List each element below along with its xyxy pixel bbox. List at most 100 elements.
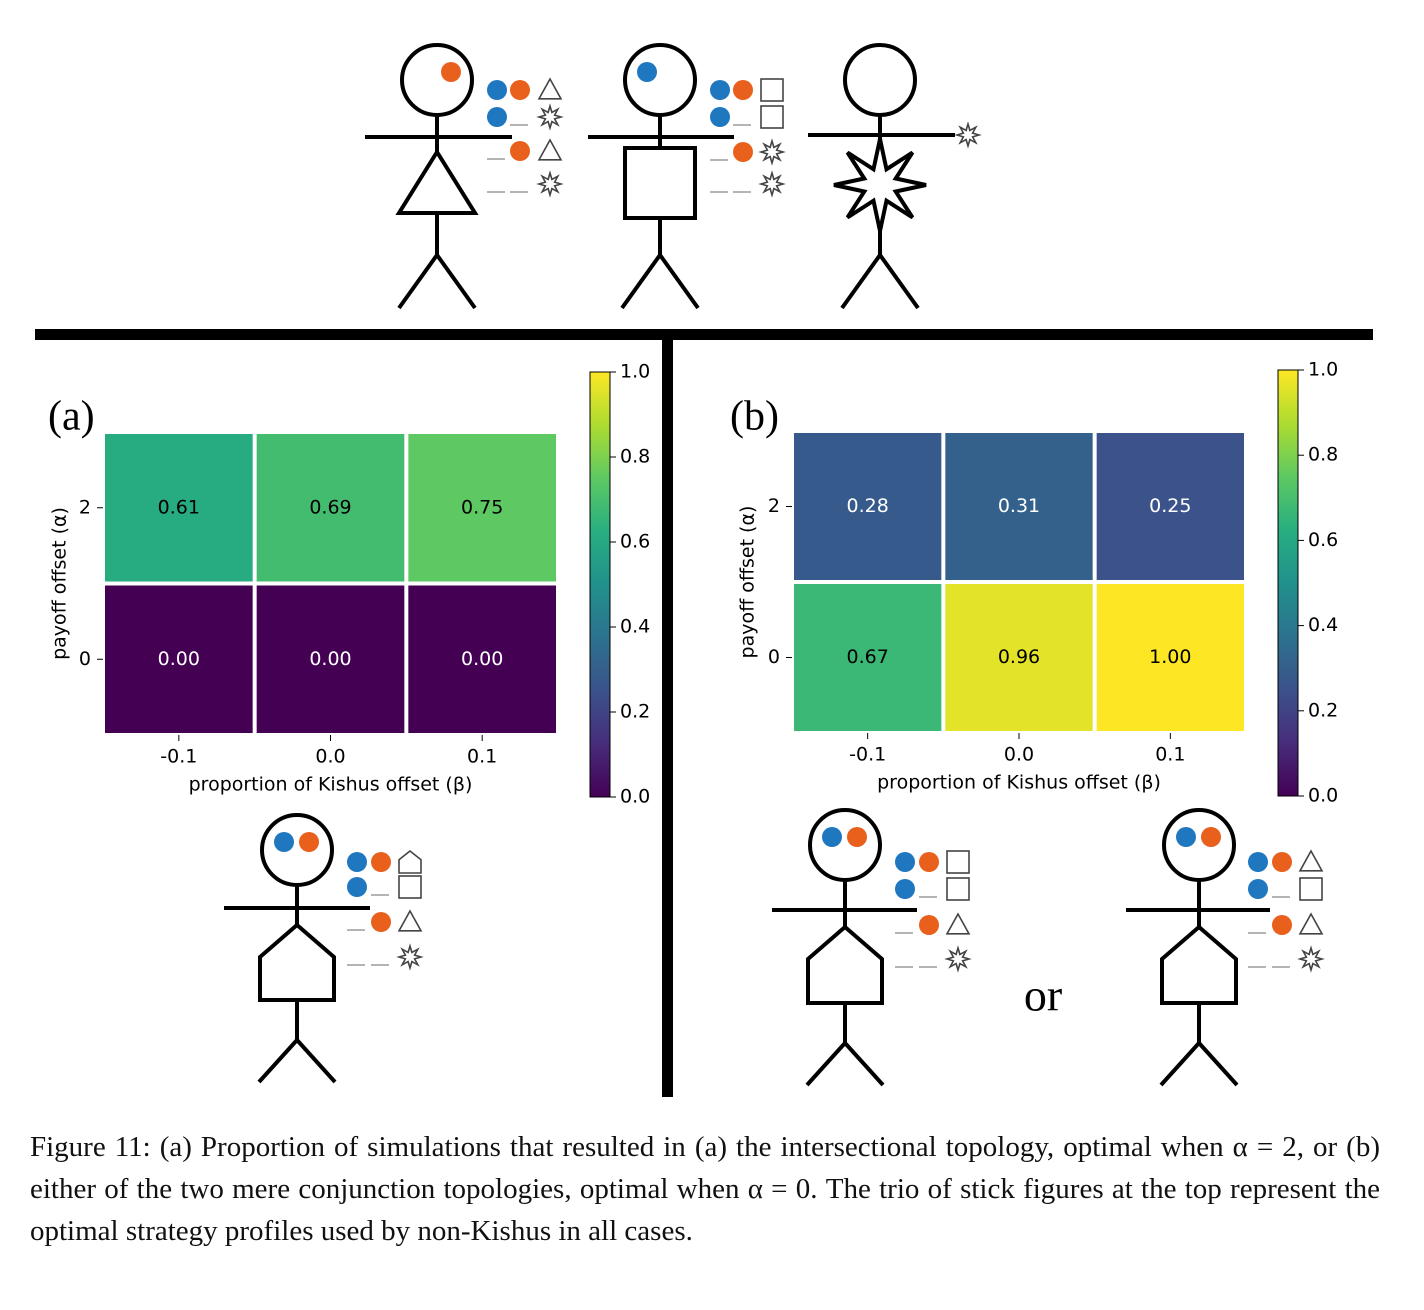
symbol-dot: [895, 879, 915, 899]
body: [833, 138, 927, 232]
y-tick-label: 0: [79, 648, 91, 670]
head-dot: [847, 827, 867, 847]
head-dot: [299, 832, 319, 852]
y-tick-label: 2: [768, 495, 780, 517]
colorbar-tick-label: 1.0: [620, 361, 650, 383]
head: [260, 813, 334, 887]
legs: [1159, 1040, 1239, 1087]
body: [395, 148, 479, 215]
symbol-dot: [347, 877, 367, 897]
cell-label: 0.00: [461, 648, 503, 670]
symbol-dot: [510, 80, 530, 100]
heatmap-cell: [408, 585, 556, 733]
heatmap-cell: [256, 434, 405, 582]
symbol-dot: [919, 852, 939, 872]
symbol-star: [1297, 945, 1325, 973]
cell-label: 0.67: [847, 646, 889, 668]
colorbar-tick-label: 1.0: [1308, 359, 1338, 381]
x-tick-label: -0.1: [160, 746, 197, 768]
cell-label: 0.28: [847, 495, 889, 517]
cell-label: 0.61: [158, 496, 200, 518]
y-axis-label: payoff offset (α): [737, 506, 759, 659]
heatmap-cell: [105, 585, 253, 733]
symbol-dot: [487, 107, 507, 127]
colorbar-tick-label: 0.0: [1308, 785, 1338, 807]
head-dot: [637, 62, 657, 82]
body: [806, 924, 884, 1005]
heatmap-cell: [105, 434, 253, 582]
head-dot: [441, 62, 461, 82]
x-tick-label: 0.0: [315, 746, 345, 768]
symbol-star: [954, 121, 982, 149]
legs: [620, 251, 700, 310]
x-tick-label: 0.1: [467, 746, 497, 768]
head-dot: [1201, 827, 1221, 847]
symbol-dot: [733, 142, 753, 162]
x-axis-label: proportion of Kishus offset (β): [877, 772, 1161, 794]
symbol-star: [944, 945, 972, 973]
head: [808, 808, 882, 882]
legs: [805, 1040, 885, 1087]
symbol-star: [536, 103, 564, 131]
y-tick-label: 2: [79, 496, 91, 518]
heatmap-cell: [1096, 433, 1244, 580]
cell-label: 0.00: [309, 648, 351, 670]
cell-label: 0.69: [309, 496, 351, 518]
symbol-house: [398, 849, 422, 874]
symbol-square: [946, 850, 970, 874]
symbol-dot: [347, 852, 367, 872]
divider-vertical: [662, 340, 673, 1097]
symbol-square: [760, 105, 784, 129]
colorbar-tick-label: 0.4: [1308, 614, 1338, 636]
colorbar-tick-label: 0.2: [1308, 699, 1338, 721]
heatmap-cell: [794, 584, 942, 731]
heatmap-cell: [945, 584, 1093, 731]
symbol-dot: [710, 107, 730, 127]
symbol-dot: [710, 80, 730, 100]
colorbar: [589, 371, 611, 798]
heatmap-cell: [794, 433, 942, 580]
cell-label: 0.31: [998, 495, 1040, 517]
head-dot: [1176, 827, 1196, 847]
symbol-dot: [1272, 915, 1292, 935]
colorbar-tick-label: 0.8: [1308, 444, 1338, 466]
panel-label: (b): [730, 394, 779, 440]
symbol-star: [396, 943, 424, 971]
body: [623, 146, 697, 220]
x-tick-label: 0.0: [1004, 744, 1034, 766]
cell-label: 0.75: [461, 496, 503, 518]
symbol-dot: [1248, 879, 1268, 899]
y-tick-label: 0: [768, 646, 780, 668]
symbol-dot: [919, 915, 939, 935]
heatmap-cell: [945, 433, 1093, 580]
symbol-dot: [733, 80, 753, 100]
symbol-star: [536, 170, 564, 198]
y-axis-label: payoff offset (α): [49, 507, 71, 660]
legs: [840, 251, 920, 310]
head: [843, 43, 917, 117]
symbol-dot: [371, 912, 391, 932]
panel-label: (a): [48, 394, 95, 440]
heatmap-cell: [1096, 584, 1244, 731]
cell-label: 1.00: [1149, 646, 1191, 668]
colorbar: [1277, 369, 1299, 797]
heatmap-cell: [256, 585, 405, 733]
head: [1162, 808, 1236, 882]
head-dot: [822, 827, 842, 847]
x-axis-label: proportion of Kishus offset (β): [189, 774, 473, 796]
symbol-triangle: [537, 138, 563, 161]
symbol-dot: [1248, 852, 1268, 872]
legs: [397, 251, 477, 310]
symbol-square: [946, 877, 970, 901]
x-tick-label: 0.1: [1155, 744, 1185, 766]
symbol-dot: [1272, 852, 1292, 872]
colorbar-tick-label: 0.4: [620, 616, 650, 638]
symbol-triangle: [1298, 849, 1324, 872]
colorbar-tick-label: 0.8: [620, 446, 650, 468]
symbol-dot: [487, 80, 507, 100]
symbol-dot: [371, 852, 391, 872]
symbol-square: [760, 78, 784, 102]
cell-label: 0.96: [998, 646, 1040, 668]
symbol-triangle: [537, 77, 563, 100]
